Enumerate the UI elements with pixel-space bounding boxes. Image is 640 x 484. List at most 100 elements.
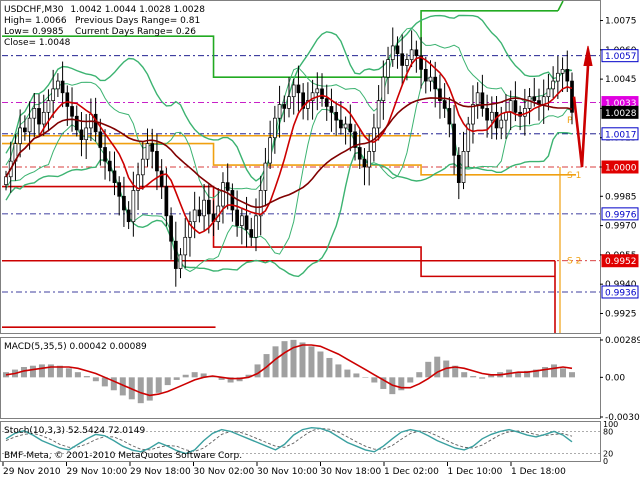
macd-bar-54 (488, 374, 495, 378)
candle-body-38 (183, 236, 188, 256)
macd-bar-57 (515, 372, 522, 378)
candle-81 (386, 46, 390, 95)
candle-body-11 (56, 80, 60, 90)
candle-30 (145, 128, 150, 167)
candle-body-34 (164, 186, 169, 217)
candle-body-21 (103, 147, 107, 162)
macd-bar-48 (434, 356, 441, 378)
candle-body-25 (122, 195, 126, 211)
candle-body-16 (79, 129, 84, 141)
price-label-6: 0.9952 (605, 257, 637, 267)
candle-84 (400, 34, 405, 85)
candle-47 (225, 163, 230, 210)
candle-body-120 (570, 80, 574, 113)
macd-bar-31 (281, 341, 288, 378)
symbol-ohlc-label: USDCHF,M30 1.0042 1.0044 1.0028 1.0028 (4, 5, 205, 15)
candle-14 (70, 87, 74, 132)
candle-95 (452, 105, 456, 175)
candle-85 (405, 53, 409, 81)
candle-body-103 (489, 111, 494, 121)
time-label-4: 30 Nov 10:00 (257, 467, 318, 477)
candle-body-115 (546, 88, 551, 98)
candle-body-23 (112, 170, 117, 183)
candle-119 (565, 50, 570, 93)
forecast-arrow (572, 45, 593, 168)
candle-9 (46, 89, 51, 132)
candle-23 (112, 151, 117, 196)
candle-65 (310, 79, 315, 120)
candle-69 (329, 88, 334, 132)
price-label-box-4 (601, 160, 639, 174)
candle-body-4 (23, 127, 27, 133)
candle-body-40 (192, 209, 197, 223)
candle-body-6 (32, 108, 37, 119)
candle-body-50 (239, 215, 244, 226)
candle-body-102 (485, 108, 489, 121)
candle-22 (107, 151, 112, 182)
macd-bar-29 (263, 354, 270, 378)
candle-body-55 (263, 162, 268, 191)
candle-46 (221, 172, 225, 224)
candle-49 (235, 190, 239, 237)
candle-body-26 (126, 209, 131, 223)
candle-5 (27, 101, 32, 150)
candle-body-3 (18, 127, 22, 144)
stoch-tick-label-2: 20 (603, 450, 613, 459)
candle-body-54 (258, 190, 263, 217)
candle-body-65 (310, 92, 315, 101)
ma-fast-line (5, 56, 573, 235)
macd-bar-58 (524, 370, 531, 378)
candle-73 (348, 104, 353, 152)
macd-bar-61 (551, 364, 558, 378)
candle-57 (273, 105, 277, 154)
candle-63 (301, 83, 305, 120)
candle-4 (23, 115, 27, 141)
macd-bar-51 (461, 372, 468, 378)
macd-bar-39 (353, 373, 360, 378)
level-mark-2: S 2 (567, 257, 581, 267)
candle-7 (37, 94, 41, 136)
macd-bar-8 (74, 372, 81, 378)
candle-90 (428, 60, 433, 92)
moving-averages (5, 56, 573, 235)
candle-59 (282, 95, 287, 123)
candle-body-12 (60, 80, 65, 94)
macd-bar-53 (479, 377, 486, 379)
candle-99 (471, 85, 475, 144)
time-label-7: 1 Dec 10:00 (448, 467, 503, 477)
price-label-1: 1.0033 (605, 99, 637, 109)
candle-body-5 (27, 117, 32, 133)
candle-3 (18, 109, 22, 158)
candle-body-51 (244, 215, 249, 230)
macd-bar-50 (452, 365, 459, 378)
candle-body-48 (230, 190, 235, 211)
pivot-line-p (2, 142, 576, 176)
macd-bar-5 (47, 364, 54, 378)
candle-body-17 (84, 127, 89, 141)
macd-bar-15 (137, 377, 144, 404)
candle-body-72 (343, 123, 348, 129)
candle-body-22 (107, 160, 112, 172)
time-label-5: 30 Nov 18:00 (321, 467, 382, 477)
candle-43 (206, 184, 211, 234)
candle-body-119 (565, 69, 570, 82)
price-label-5: 0.9976 (605, 210, 637, 220)
candle-35 (169, 207, 173, 260)
candle-body-93 (442, 100, 447, 109)
candle-body-30 (145, 143, 150, 160)
price-label-box-5 (601, 207, 639, 221)
macd-bar-33 (299, 342, 306, 378)
level-mark-1: S 1 (567, 171, 581, 181)
candle-body-99 (471, 104, 475, 125)
candle-92 (438, 74, 442, 119)
candle-25 (122, 176, 126, 227)
candle-24 (117, 176, 122, 216)
price-tick-label-7: 0.9970 (605, 222, 637, 232)
macd-bar-44 (398, 377, 405, 391)
macd-bar-18 (164, 377, 171, 386)
macd-title: MACD(5,35,5) 0.00042 0.00089 (4, 342, 147, 352)
candle-27 (131, 171, 136, 237)
previous-days-range: Previous Days Range= 0.81 (75, 16, 200, 26)
